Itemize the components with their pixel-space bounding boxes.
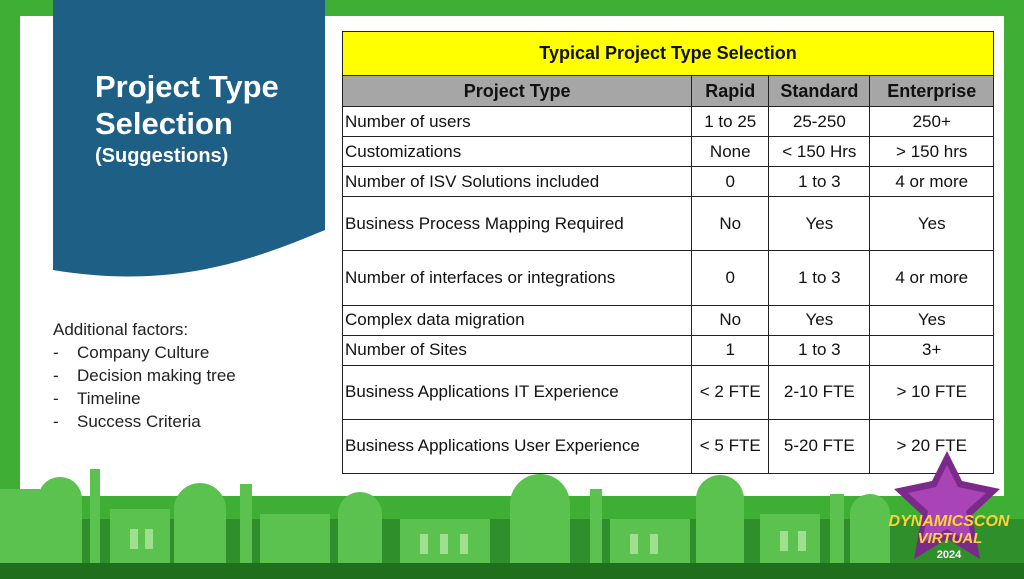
list-item: - Success Criteria (53, 412, 201, 431)
title-panel: Project Type Selection (Suggestions) (53, 0, 325, 285)
list-item: - Decision making tree (53, 366, 236, 385)
header-standard: Standard (768, 75, 871, 108)
table-row: Number of Sites 1 1 to 3 3+ (341, 334, 994, 366)
logo-text-year: 2024 (936, 549, 962, 561)
slide-subtitle: (Suggestions) (95, 145, 229, 167)
table-row: Business Applications User Experience < … (341, 418, 994, 475)
project-type-table: Typical Project Type Selection Project T… (341, 30, 994, 475)
logo-text-dynamicscon: DYNAMICSCON (888, 513, 1010, 530)
factors-heading: Additional factors: (53, 320, 189, 339)
slide-title: Project Type Selection (95, 69, 279, 141)
list-item: - Company Culture (53, 343, 210, 362)
table-caption: Typical Project Type Selection (342, 30, 994, 77)
factors-list: - Company Culture - Decision making tree -… (53, 341, 313, 433)
city-skyline-illustration (0, 469, 1024, 579)
table-row: Number of ISV Solutions included 0 1 to … (341, 166, 994, 198)
dynamicscon-logo (894, 451, 1000, 559)
table-row: Business Applications IT Experience < 2 … (341, 364, 994, 420)
table-header-row: Project Type Rapid Standard Enterprise (341, 75, 994, 108)
additional-factors: Additional factors: - Company Culture - De… (53, 318, 313, 433)
table-row: Business Process Mapping Required No Yes… (341, 196, 994, 252)
table-row: Number of users 1 to 25 25-250 250+ (341, 106, 994, 138)
list-item: - Timeline (53, 389, 141, 408)
table-row: Customizations None < 150 Hrs > 150 hrs (341, 136, 994, 168)
table-row: Complex data migration No Yes Yes (341, 304, 994, 336)
header-rapid: Rapid (691, 75, 770, 108)
table-row: Number of interfaces or integrations 0 1… (341, 250, 994, 306)
header-project-type: Project Type (341, 75, 693, 108)
logo-text-virtual: VIRTUAL (917, 530, 983, 547)
header-enterprise: Enterprise (869, 75, 994, 108)
